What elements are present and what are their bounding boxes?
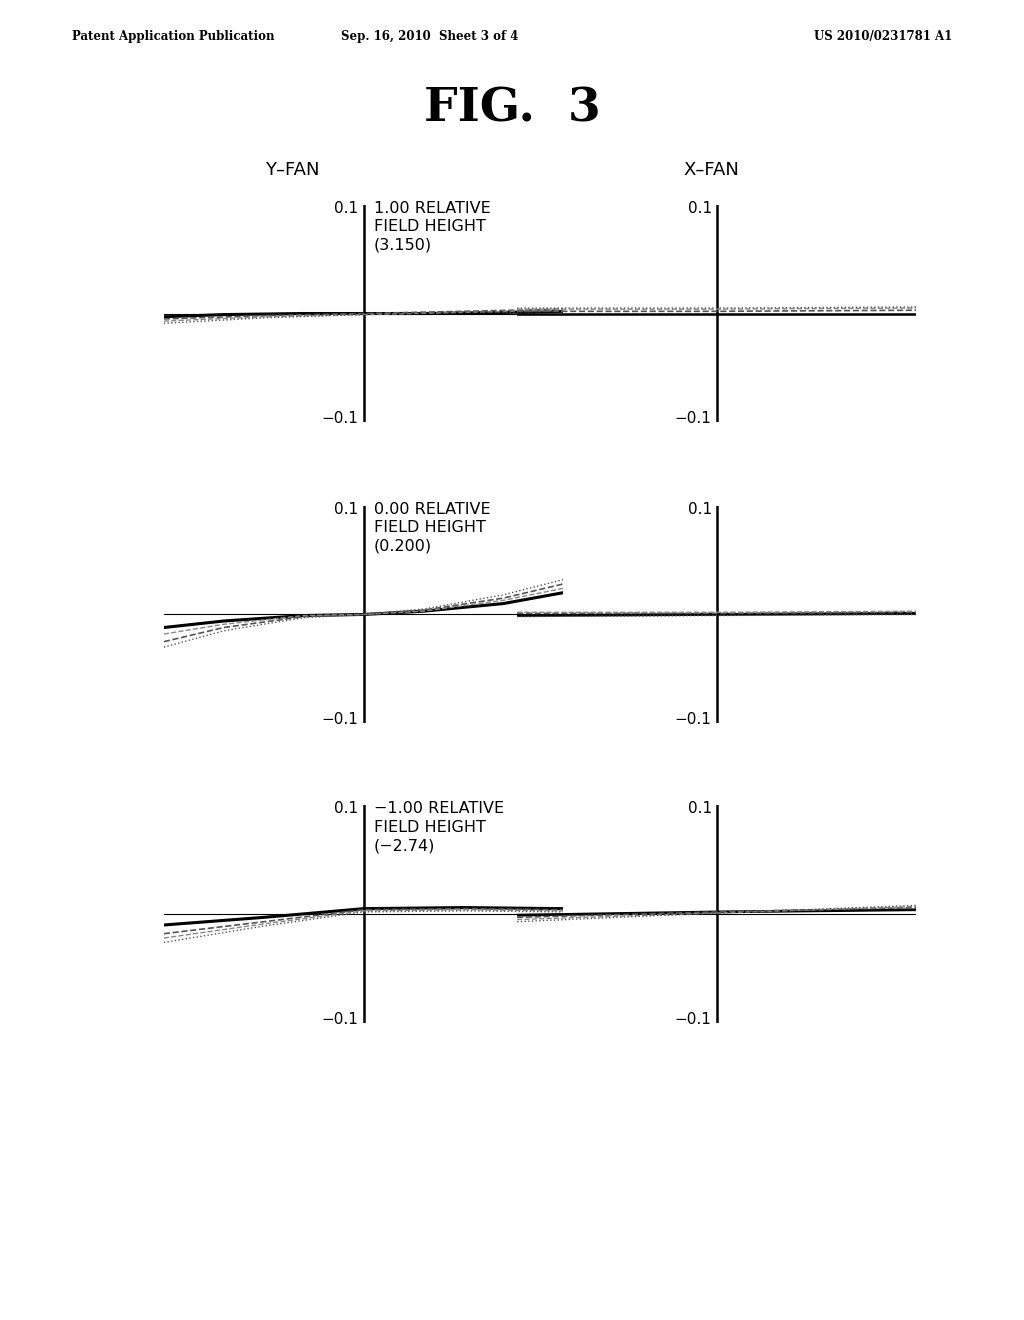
Text: −0.1: −0.1 (322, 412, 358, 426)
Text: X–FAN: X–FAN (684, 161, 739, 180)
Text: Y–FAN: Y–FAN (264, 161, 319, 180)
Text: 0.1: 0.1 (334, 502, 358, 516)
Text: FIG.  3: FIG. 3 (424, 86, 600, 132)
Text: US 2010/0231781 A1: US 2010/0231781 A1 (814, 30, 952, 44)
Text: 0.1: 0.1 (687, 801, 712, 816)
Text: 0.1: 0.1 (334, 801, 358, 816)
Text: 0.1: 0.1 (687, 502, 712, 516)
Text: −0.1: −0.1 (322, 713, 358, 727)
Text: 0.00 RELATIVE
FIELD HEIGHT
(0.200): 0.00 RELATIVE FIELD HEIGHT (0.200) (374, 502, 490, 554)
Text: Patent Application Publication: Patent Application Publication (72, 30, 274, 44)
Text: −0.1: −0.1 (675, 412, 712, 426)
Text: −0.1: −0.1 (322, 1012, 358, 1027)
Text: −1.00 RELATIVE
FIELD HEIGHT
(−2.74): −1.00 RELATIVE FIELD HEIGHT (−2.74) (374, 801, 504, 854)
Text: Sep. 16, 2010  Sheet 3 of 4: Sep. 16, 2010 Sheet 3 of 4 (341, 30, 519, 44)
Text: −0.1: −0.1 (675, 713, 712, 727)
Text: 0.1: 0.1 (334, 201, 358, 215)
Text: 0.1: 0.1 (687, 201, 712, 215)
Text: 1.00 RELATIVE
FIELD HEIGHT
(3.150): 1.00 RELATIVE FIELD HEIGHT (3.150) (374, 201, 490, 253)
Text: −0.1: −0.1 (675, 1012, 712, 1027)
